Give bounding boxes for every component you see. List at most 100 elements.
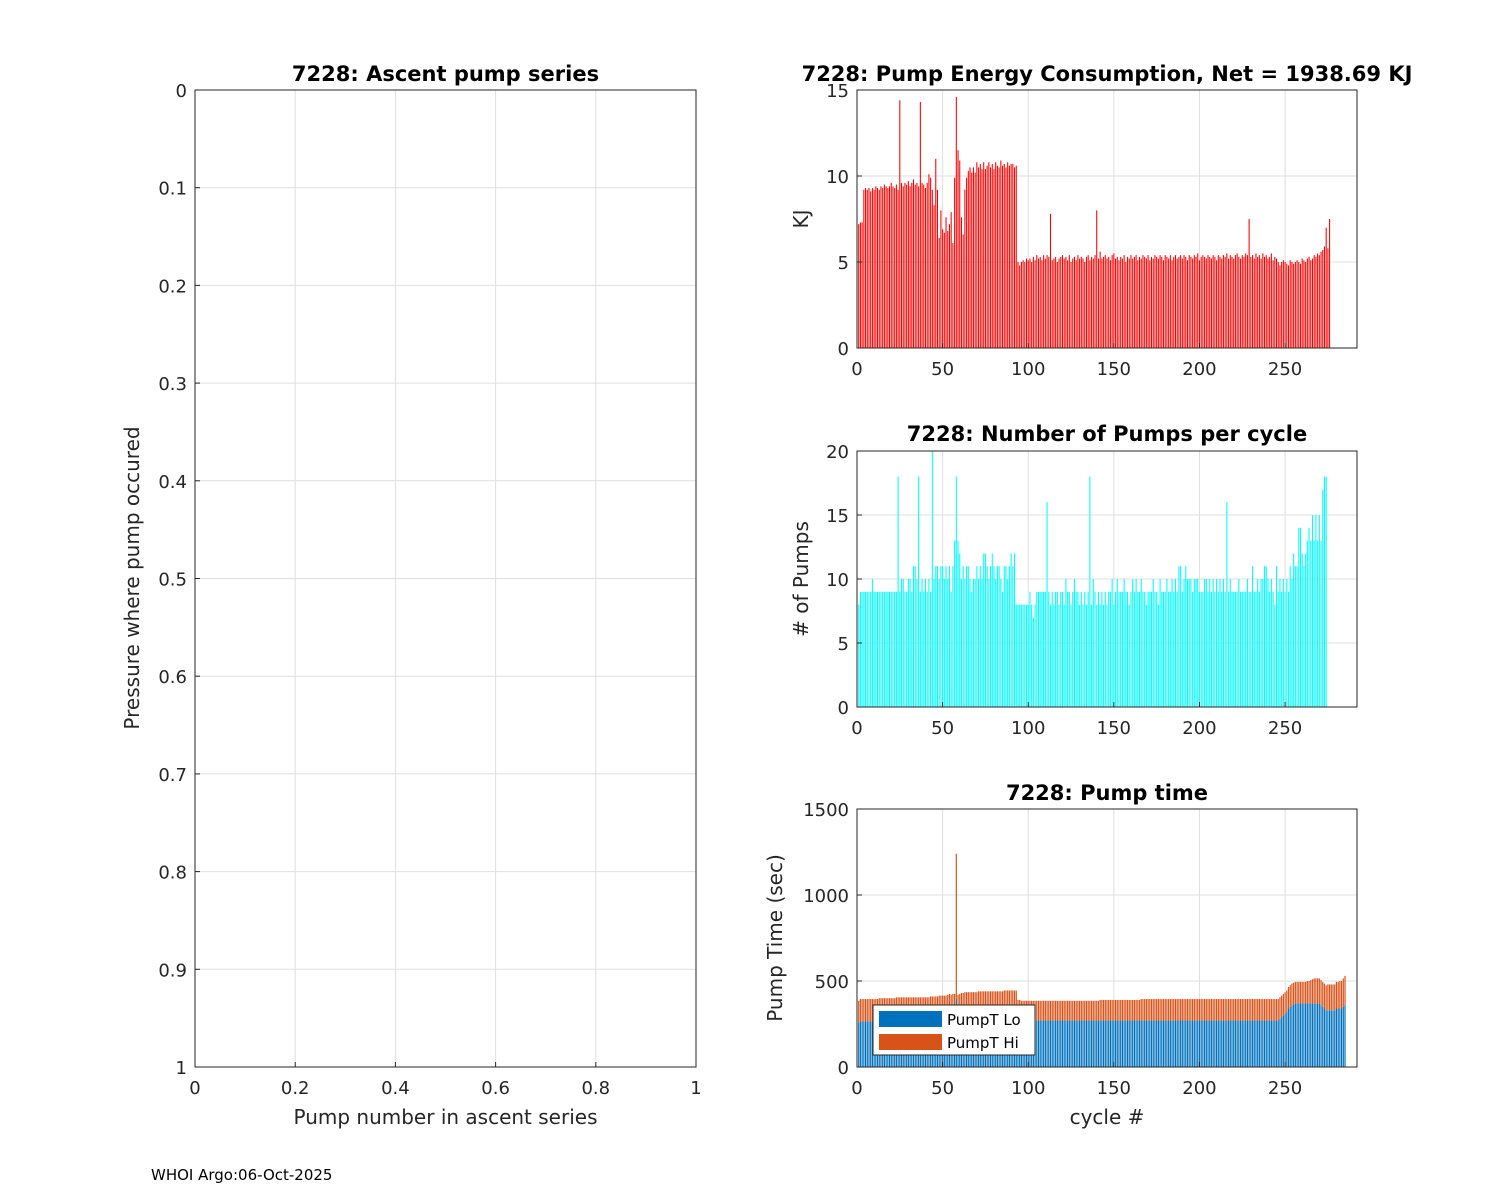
energy-bar <box>1243 256 1245 348</box>
energy-bar <box>1161 256 1163 348</box>
energy-bar <box>1301 258 1303 348</box>
ascent-y-tick-label: 0.1 <box>158 179 187 200</box>
pumptime-bar-lo <box>1303 1003 1305 1067</box>
energy-bar <box>1115 258 1117 348</box>
pumptime-bar-lo <box>1082 1020 1084 1067</box>
energy-bar <box>1246 255 1248 348</box>
pumps-bar <box>1072 591 1074 707</box>
pumptime-bar-lo <box>1065 1020 1067 1067</box>
pumptime-bar-lo <box>1063 1020 1065 1067</box>
pumps-bar <box>964 579 966 707</box>
energy-bar <box>919 102 921 348</box>
pumps-bar <box>863 591 865 707</box>
pumps-bar <box>1262 579 1264 707</box>
energy-bar <box>1264 256 1266 348</box>
pumps-bar <box>1303 566 1305 707</box>
energy-bar <box>1106 258 1108 348</box>
pumptime-bar-hi <box>1114 999 1117 1021</box>
pumps-y-tick-label: 20 <box>826 442 849 463</box>
pumptime-bar-hi <box>1226 999 1228 1021</box>
pumptime-bar-hi <box>1063 1000 1065 1021</box>
pumptime-bar-hi <box>1231 999 1233 1021</box>
pumptime-bar-hi <box>1286 990 1288 1012</box>
pumptime-bar-hi <box>1097 1000 1100 1021</box>
pumptime-bar-hi <box>1233 999 1235 1021</box>
energy-x-tick-label: 0 <box>851 359 862 380</box>
pumptime-bar-lo <box>1337 1008 1339 1067</box>
energy-bar <box>1214 256 1216 348</box>
ascent-y-tick-label: 0.6 <box>158 667 187 688</box>
pumptime-bar-lo <box>1253 1020 1255 1067</box>
pumps-bar <box>1260 579 1262 707</box>
pumptime-bar-lo <box>1150 1020 1153 1067</box>
pumps-bar <box>1084 591 1086 707</box>
pumptime-bar-lo <box>1243 1020 1245 1067</box>
pumps-bar <box>1139 591 1141 707</box>
energy-bar <box>895 184 897 348</box>
energy-bar <box>1132 258 1134 348</box>
pumps-bar <box>981 579 983 707</box>
energy-bar <box>1068 255 1070 348</box>
energy-bar <box>1195 256 1197 348</box>
pumps-bar <box>1176 591 1178 707</box>
pumptime-bar-hi <box>1144 999 1146 1021</box>
energy-bar <box>1144 256 1146 348</box>
pumps-bar <box>924 579 927 707</box>
energy-bar <box>971 172 973 348</box>
pumps-y-tick-label: 15 <box>826 506 849 527</box>
energy-bar <box>1140 258 1142 348</box>
energy-bar <box>1084 262 1086 348</box>
energy-x-tick-label: 50 <box>931 359 954 380</box>
pumptime-bar-lo <box>1043 1020 1045 1067</box>
pumptime-bar-hi <box>1342 978 1344 1007</box>
pumps-bar <box>966 566 968 707</box>
pumps-bar <box>902 579 904 707</box>
pumptime-y-label: Pump Time (sec) <box>763 854 787 1022</box>
energy-bar <box>1180 255 1182 348</box>
pumptime-bar-lo <box>1221 1020 1223 1067</box>
pumps-bar <box>1265 566 1267 707</box>
pumptime-legend: PumpT Lo PumpT Hi <box>872 1004 1036 1056</box>
pumptime-bar-hi <box>1238 999 1240 1021</box>
pumptime-bar-hi <box>1272 999 1274 1021</box>
energy-bar <box>1077 255 1079 348</box>
pumptime-bar-lo <box>1246 1020 1249 1067</box>
pumptime-bar-lo <box>1279 1018 1281 1067</box>
pumptime-bar-hi <box>1188 999 1190 1021</box>
energy-bar <box>1080 256 1082 348</box>
energy-bar <box>959 160 961 348</box>
pumps-bar <box>1207 591 1209 707</box>
pumps-bar <box>1248 591 1250 707</box>
energy-bar <box>1281 262 1283 348</box>
pumps-bar <box>1298 527 1300 707</box>
pumps-bar <box>907 579 909 707</box>
pumptime-bar-lo <box>1227 1020 1230 1067</box>
pumps-bar <box>991 553 993 707</box>
pumptime-bar-lo <box>1272 1020 1274 1067</box>
energy-bar <box>1305 262 1307 348</box>
pumps-bar <box>1094 591 1096 707</box>
energy-bar <box>858 224 860 348</box>
energy-bar <box>964 189 966 348</box>
pumptime-bar-hi <box>1087 1000 1089 1021</box>
pumptime-bar-hi <box>1075 1000 1077 1021</box>
energy-bar <box>1186 260 1189 348</box>
energy-bar <box>1293 263 1295 348</box>
pumptime-bar-hi <box>1101 999 1103 1021</box>
pumptime-bar-hi <box>1251 999 1254 1021</box>
energy-bar <box>983 162 985 348</box>
pumptime-bar-lo <box>1173 1020 1175 1067</box>
pumptime-bar-hi <box>1265 999 1267 1021</box>
pumps-bar <box>1133 591 1135 707</box>
pumps-bar <box>940 566 942 707</box>
pumptime-bar-lo <box>1193 1020 1195 1067</box>
pumps-bar <box>880 591 882 707</box>
pumptime-bar-lo <box>1079 1020 1081 1067</box>
pumptime-bar-hi <box>1118 999 1120 1021</box>
pumptime-bar-hi <box>1284 992 1286 1014</box>
pumptime-bar-lo <box>1289 1006 1291 1067</box>
energy-bar <box>1277 262 1279 348</box>
pumptime-bar-hi <box>864 999 867 1022</box>
energy-bar <box>986 165 988 348</box>
pumptime-bar-lo <box>1262 1020 1264 1067</box>
